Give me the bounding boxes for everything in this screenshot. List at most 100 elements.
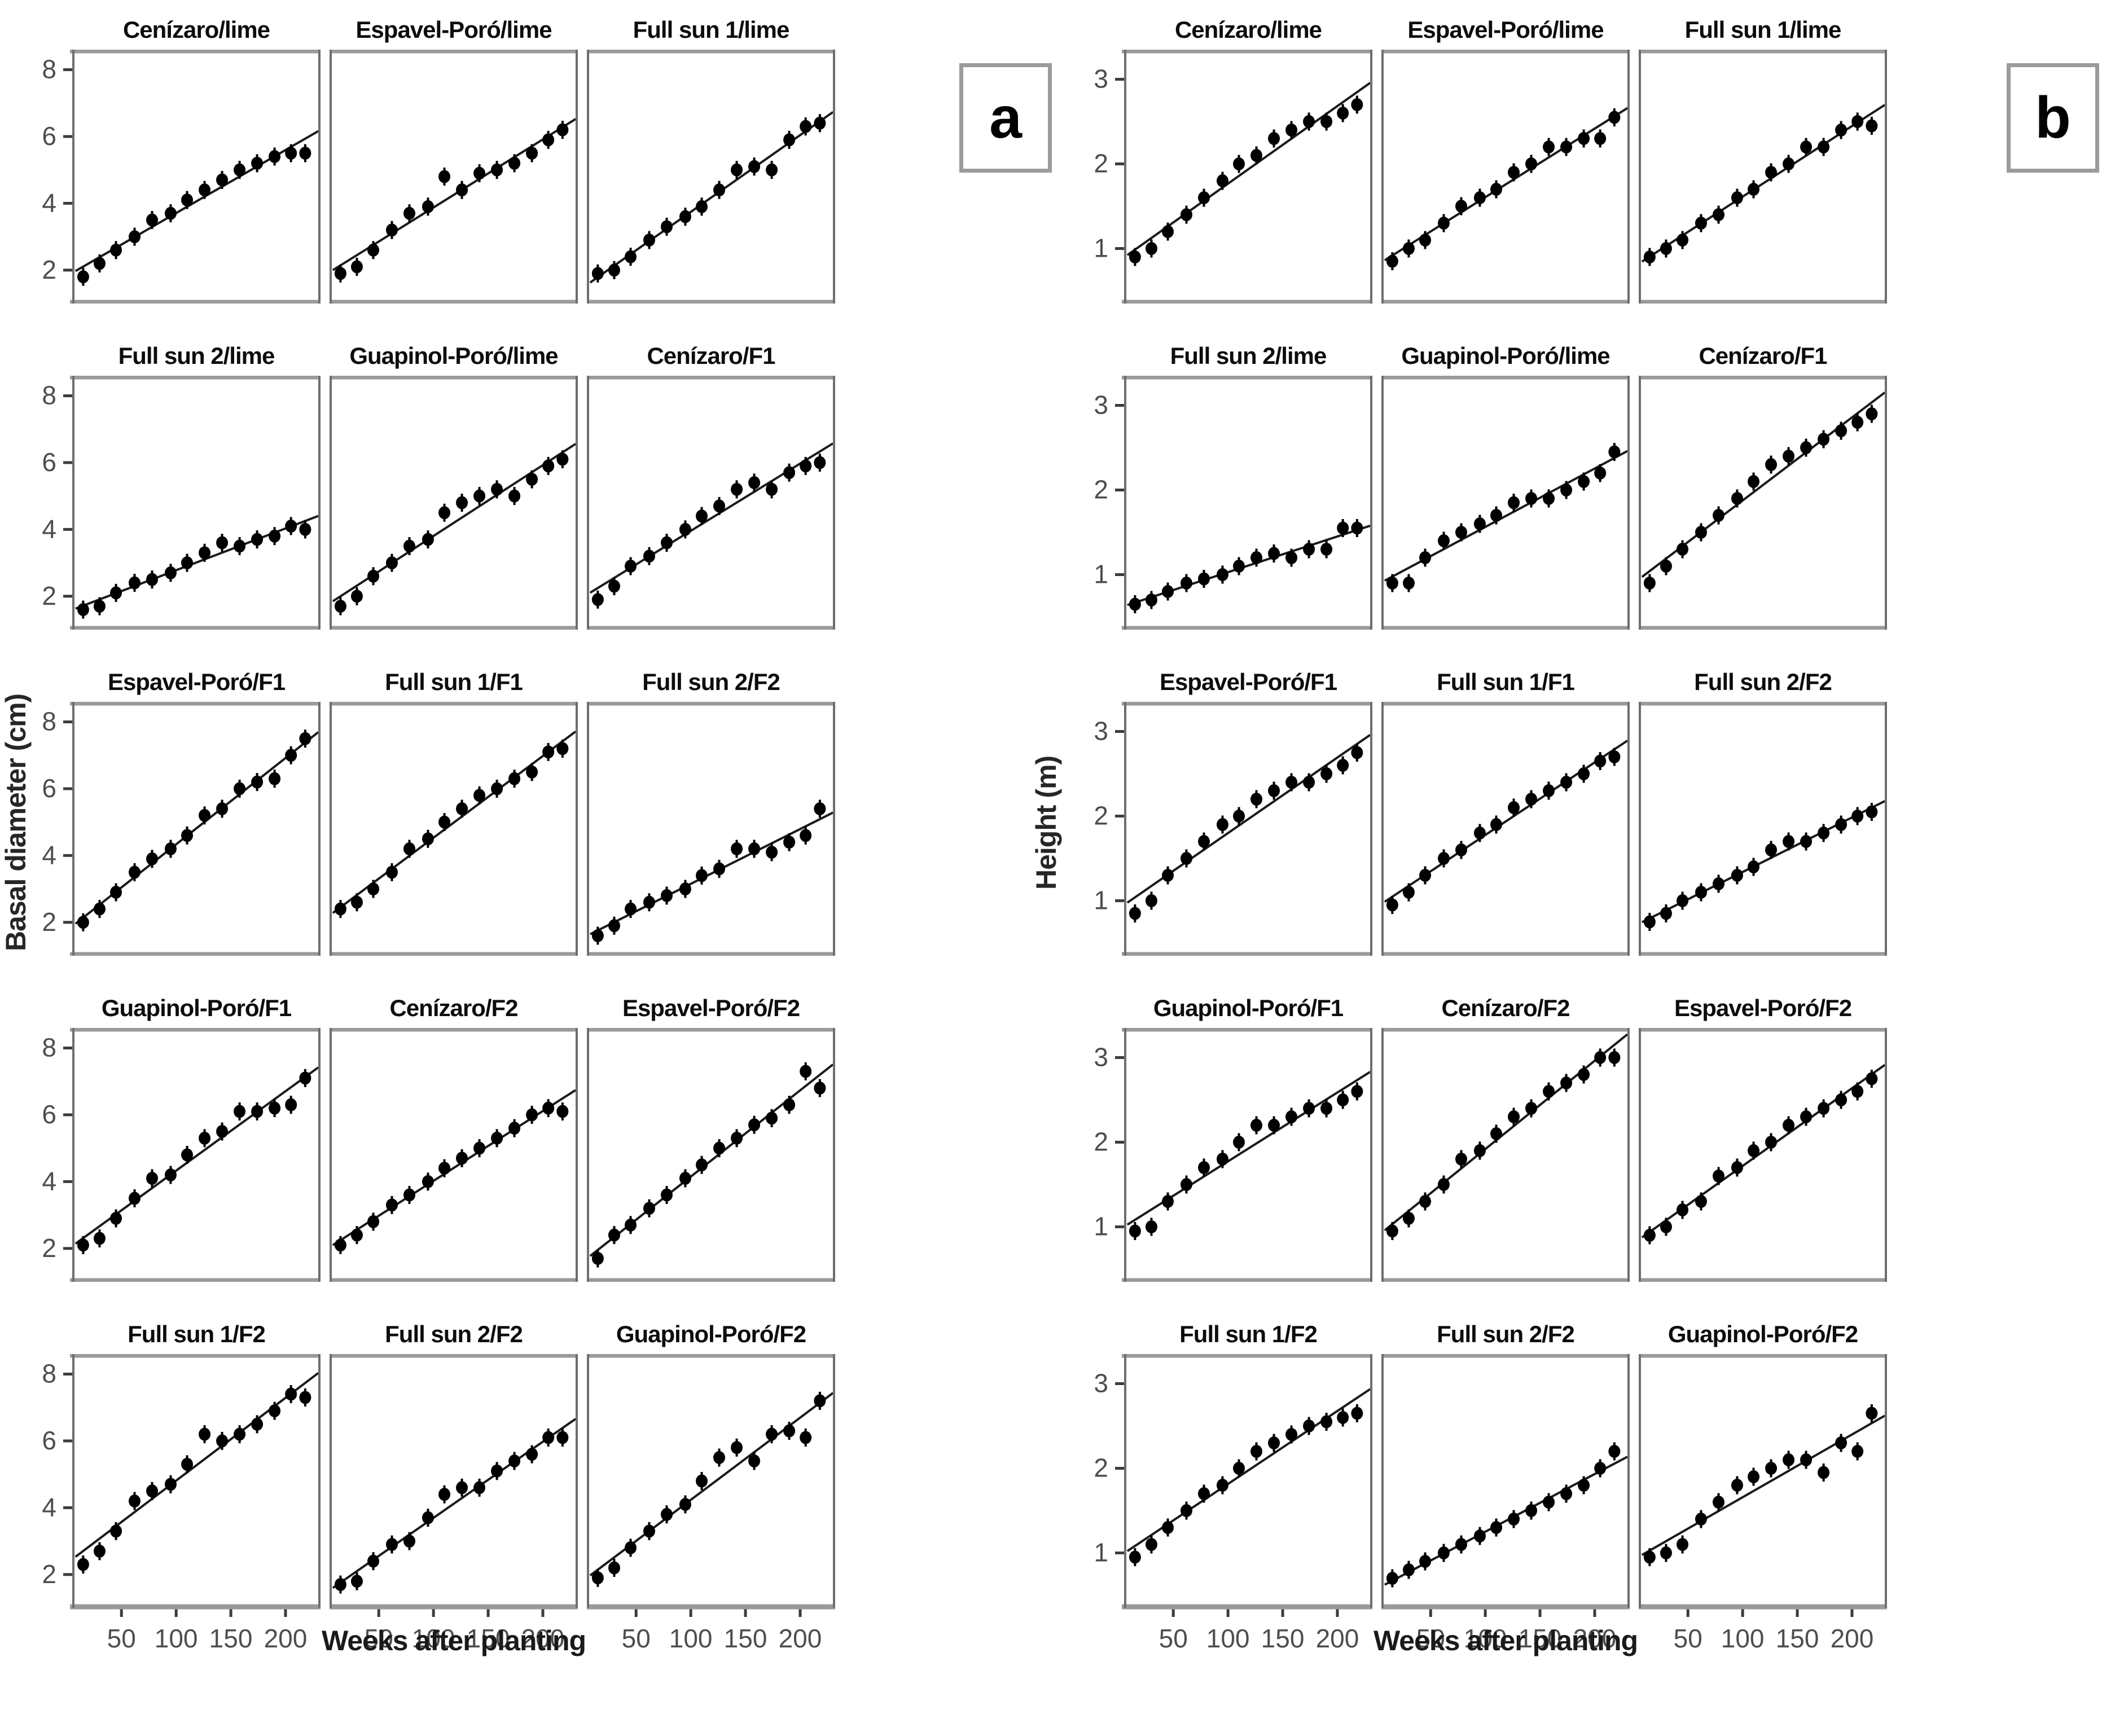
data-point xyxy=(1594,467,1607,480)
y-tick-label: 2 xyxy=(1094,475,1108,504)
data-point xyxy=(591,1571,604,1585)
data-point xyxy=(1285,1110,1298,1123)
data-point xyxy=(1490,1521,1503,1534)
data-point xyxy=(1835,1436,1848,1449)
data-point xyxy=(1419,1195,1432,1208)
data-point xyxy=(285,519,297,533)
data-point xyxy=(643,1202,655,1215)
data-point xyxy=(508,489,521,503)
data-point xyxy=(696,1158,708,1172)
data-point xyxy=(164,842,177,856)
data-point xyxy=(1268,547,1280,560)
subplot-cell: Full sun 2/lime 1 2 3 xyxy=(1073,336,1372,630)
subplot-cell: Full sun 1/lime xyxy=(1639,10,1887,304)
data-point xyxy=(491,482,503,496)
subplot-plot: 1 2 3 xyxy=(1094,376,1372,630)
data-point xyxy=(350,895,363,909)
data-point xyxy=(1508,801,1520,814)
data-point xyxy=(696,869,708,882)
data-point xyxy=(1490,509,1503,522)
y-tick-label: 2 xyxy=(1094,1127,1108,1157)
data-point xyxy=(508,1122,521,1135)
data-point xyxy=(1233,810,1245,823)
subplot-cell: Full sun 1/lime xyxy=(587,10,835,304)
data-point xyxy=(181,193,194,206)
x-tick-label: 100 xyxy=(155,1624,198,1653)
data-point xyxy=(731,482,743,496)
data-point xyxy=(1320,767,1333,780)
y-tick-label: 2 xyxy=(42,255,56,284)
y-tick-label: 3 xyxy=(1094,1369,1108,1398)
data-point xyxy=(1594,1051,1607,1064)
y-tick-label: 2 xyxy=(42,1559,56,1589)
data-point xyxy=(1437,852,1450,865)
data-point xyxy=(1783,1453,1795,1466)
panel-a-grid: Cenízaro/lime 2 4 6 8 Espavel-Poró/lime Full s… xyxy=(21,10,835,1662)
data-point xyxy=(1337,1411,1349,1424)
data-point xyxy=(146,852,158,865)
data-point xyxy=(1866,1072,1878,1085)
data-point xyxy=(1818,1466,1830,1479)
data-point xyxy=(1677,894,1689,907)
y-tick-label: 6 xyxy=(42,121,56,151)
x-tick-label: 150 xyxy=(1519,1624,1562,1653)
data-point xyxy=(625,1218,637,1232)
y-tick-label: 4 xyxy=(42,514,56,543)
data-point xyxy=(748,842,761,856)
data-point xyxy=(1268,132,1280,145)
data-point xyxy=(1508,1513,1520,1526)
data-point xyxy=(285,1387,297,1401)
data-point xyxy=(77,1558,89,1571)
subplot-title: Full sun 2/F2 xyxy=(642,669,780,695)
data-point xyxy=(1594,754,1607,768)
y-tick-label: 8 xyxy=(42,1359,56,1388)
subplot-plot xyxy=(1639,50,1887,304)
data-point xyxy=(491,1464,503,1478)
subplot-title: Cenízaro/F1 xyxy=(647,342,775,369)
y-tick-label: 3 xyxy=(1094,1043,1108,1072)
data-point xyxy=(110,243,122,257)
data-point xyxy=(1386,254,1398,268)
subplot-title: Cenízaro/F1 xyxy=(1699,342,1827,369)
x-tick-label: 200 xyxy=(1316,1624,1359,1653)
subplot-cell: Espavel-Poró/F2 xyxy=(587,988,835,1282)
subplot-cell: Espavel-Poró/lime xyxy=(1381,10,1630,304)
data-point xyxy=(1731,1161,1743,1174)
x-tick-label: 200 xyxy=(521,1624,565,1653)
data-point xyxy=(1162,225,1174,238)
data-point xyxy=(110,1212,122,1225)
data-point xyxy=(591,1252,604,1265)
data-point xyxy=(608,1561,620,1575)
y-tick-label: 6 xyxy=(42,773,56,803)
data-point xyxy=(1731,191,1743,204)
data-point xyxy=(1851,115,1864,128)
subplot-row: Full sun 1/F2 1 2 3 50 100 150 200 Full sun 2/F2… xyxy=(1073,1315,1887,1662)
data-point xyxy=(1145,1538,1157,1551)
x-tick-label: 100 xyxy=(669,1624,713,1653)
data-point xyxy=(1712,877,1724,890)
data-point xyxy=(1268,784,1280,797)
data-point xyxy=(679,882,691,896)
data-point xyxy=(1748,475,1760,488)
data-point xyxy=(350,590,363,603)
data-point xyxy=(1525,1504,1538,1517)
data-point xyxy=(1578,1479,1590,1492)
x-tick-label: 200 xyxy=(264,1624,308,1653)
x-tick-label: 150 xyxy=(209,1624,253,1653)
data-point xyxy=(731,1441,743,1454)
data-point xyxy=(367,243,380,257)
data-point xyxy=(1129,1224,1141,1238)
data-point xyxy=(625,560,637,573)
data-point xyxy=(679,1497,691,1511)
data-point xyxy=(1851,1445,1864,1458)
data-point xyxy=(1748,1470,1760,1483)
data-point xyxy=(438,1162,451,1175)
data-point xyxy=(199,1131,211,1145)
data-point xyxy=(438,170,451,183)
data-point xyxy=(542,1431,555,1444)
subplot-cell: Full sun 2/F2 xyxy=(587,662,835,956)
data-point xyxy=(128,1495,141,1508)
data-point xyxy=(1560,140,1573,153)
data-point xyxy=(1320,1415,1333,1429)
data-point xyxy=(1560,1487,1573,1500)
